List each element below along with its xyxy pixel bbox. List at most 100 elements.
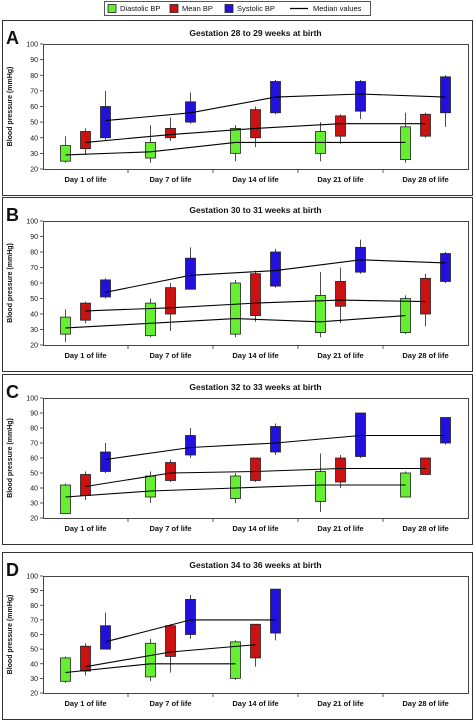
box-mark (100, 279, 111, 298)
x-tick-label: Day 14 of life (232, 175, 278, 184)
y-tick-label: 20 (30, 691, 38, 698)
legend: Diastolic BP Mean BP Systolic BP Median val… (104, 1, 371, 16)
box-mark (165, 625, 176, 657)
box-mark (165, 287, 176, 315)
legend-swatch (107, 4, 117, 13)
y-tick-label: 30 (30, 151, 38, 158)
box-mark (80, 474, 91, 496)
box-mark (335, 115, 346, 137)
median-line (65, 141, 406, 156)
panel-letter: C (6, 382, 19, 402)
median-line (65, 484, 406, 498)
plot-area (43, 576, 469, 694)
x-tick-label: Day 7 of life (149, 524, 191, 533)
box-mark (270, 251, 281, 287)
box-mark (355, 412, 366, 457)
y-tick-label: 40 (30, 135, 38, 142)
series-group (60, 272, 411, 342)
box-mark (440, 76, 451, 114)
y-tick-label: 50 (30, 471, 38, 478)
box-mark (335, 281, 346, 307)
legend-label: Systolic BP (237, 4, 275, 13)
median-line (105, 259, 446, 293)
x-tick-label: Day 7 of life (149, 699, 191, 708)
legend-item: Mean BP (169, 4, 213, 13)
box-mark (100, 106, 111, 139)
legend-swatch (224, 4, 234, 13)
y-tick-label: 80 (30, 250, 38, 257)
box-mark (60, 484, 71, 514)
y-tick-label: 90 (30, 57, 38, 64)
series-group (100, 588, 281, 650)
plot-area (43, 44, 469, 170)
box-mark (80, 131, 91, 150)
median-line (85, 644, 256, 668)
median-line (105, 434, 446, 461)
y-tick-label: 30 (30, 501, 38, 508)
box-mark (165, 462, 176, 481)
box-mark (420, 457, 431, 475)
box-mark (185, 257, 196, 290)
panel-title: Gestation 34 to 36 weeks at birth (189, 560, 321, 570)
y-tick-label: 50 (30, 120, 38, 127)
y-tick-label: 40 (30, 661, 38, 668)
panel-letter: D (6, 560, 19, 580)
y-tick-label: 50 (30, 647, 38, 654)
box-mark (60, 657, 71, 682)
box-mark (270, 588, 281, 634)
y-axis-label: Blood pressure (mmHg) (7, 595, 14, 675)
y-tick-label: 70 (30, 617, 38, 624)
x-tick-label: Day 28 of life (402, 699, 448, 708)
panel-title: Gestation 30 to 31 weeks at birth (189, 205, 321, 215)
y-tick-label: 20 (30, 167, 38, 174)
legend-label: Mean BP (182, 4, 213, 13)
y-tick-label: 60 (30, 632, 38, 639)
x-tick-label: Day 21 of life (317, 524, 363, 533)
box-mark (100, 625, 111, 650)
panel-letter: B (6, 205, 19, 225)
y-tick-label: 100 (26, 396, 38, 403)
box-mark (185, 599, 196, 635)
series-group (60, 638, 241, 683)
box-mark (440, 417, 451, 444)
y-tick-label: 40 (30, 312, 38, 319)
box-mark (230, 127, 241, 154)
y-tick-label: 40 (30, 486, 38, 493)
x-tick-label: Day 14 of life (232, 699, 278, 708)
plot-area (43, 221, 469, 346)
y-tick-label: 90 (30, 234, 38, 241)
x-tick-label: Day 21 of life (317, 699, 363, 708)
panel-letter: A (6, 28, 19, 48)
x-tick-label: Day 1 of life (64, 351, 106, 360)
box-mark (230, 641, 241, 679)
series-group (100, 412, 451, 473)
legend-item: Diastolic BP (107, 4, 160, 13)
y-tick-label: 20 (30, 516, 38, 523)
y-tick-label: 60 (30, 281, 38, 288)
box-mark (250, 273, 261, 316)
box-mark (250, 109, 261, 139)
box-mark (250, 623, 261, 659)
x-tick-label: Day 7 of life (149, 351, 191, 360)
box-mark (230, 282, 241, 335)
chart-panel: C Gestation 32 to 33 weeks at birth Blood … (2, 374, 473, 545)
box-mark (145, 302, 156, 337)
median-line (65, 663, 236, 674)
box-mark (250, 457, 261, 481)
box-mark (185, 435, 196, 456)
box-mark (420, 277, 431, 315)
box-mark (80, 302, 91, 321)
chart-panel: D Gestation 34 to 36 weeks at birth Blood … (2, 552, 473, 720)
box-mark (355, 81, 366, 112)
box-mark (145, 142, 156, 159)
x-tick-label: Day 21 of life (317, 351, 363, 360)
box-mark (60, 316, 71, 335)
panel-title: Gestation 28 to 29 weeks at birth (189, 28, 321, 38)
x-tick-label: Day 28 of life (402, 351, 448, 360)
y-tick-label: 80 (30, 603, 38, 610)
chart-panel: B Gestation 30 to 31 weeks at birth Blood … (2, 197, 473, 372)
y-tick-label: 100 (26, 42, 38, 49)
y-tick-label: 60 (30, 456, 38, 463)
median-line (85, 299, 426, 312)
box-mark (145, 475, 156, 498)
